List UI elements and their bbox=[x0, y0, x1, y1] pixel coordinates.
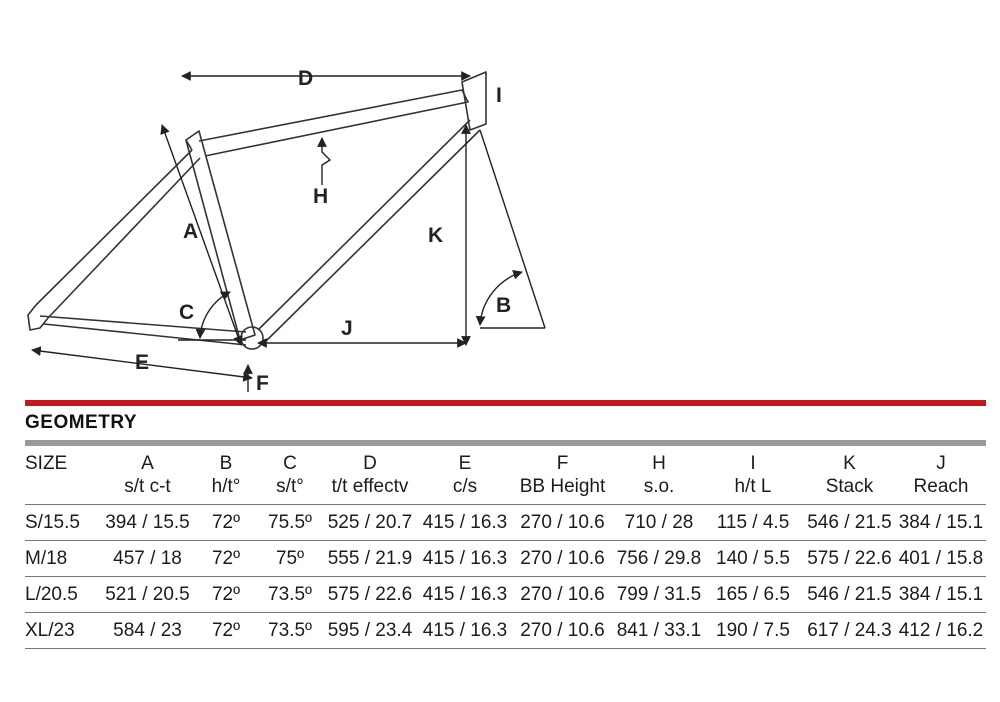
label-i: I bbox=[496, 84, 502, 107]
table-cell: 555 / 21.9 bbox=[320, 540, 420, 577]
table-cell: 270 / 10.6 bbox=[510, 576, 615, 613]
label-a: A bbox=[183, 220, 198, 243]
table-cell: 165 / 6.5 bbox=[703, 576, 803, 613]
size-cell: M/18 bbox=[25, 540, 103, 577]
table-cell: 270 / 10.6 bbox=[510, 612, 615, 649]
table-cell: 841 / 33.1 bbox=[615, 612, 703, 649]
table-cell: 75.5º bbox=[260, 504, 320, 541]
table-cell: 384 / 15.1 bbox=[896, 576, 986, 613]
column-header-size: SIZE bbox=[25, 453, 68, 474]
column-header: J Reach bbox=[913, 453, 969, 497]
table-cell: 401 / 15.8 bbox=[896, 540, 986, 577]
label-d: D bbox=[298, 67, 313, 90]
label-b: B bbox=[496, 294, 511, 317]
table-row: M/18 457 / 18 72º 75º 555 / 21.9 415 / 1… bbox=[25, 540, 986, 577]
column-header: K Stack bbox=[825, 453, 874, 497]
table-cell: 595 / 23.4 bbox=[320, 612, 420, 649]
size-cell: S/15.5 bbox=[25, 504, 103, 541]
table-cell: 617 / 24.3 bbox=[803, 612, 896, 649]
table-cell: 270 / 10.6 bbox=[510, 504, 615, 541]
label-f: F bbox=[256, 372, 269, 395]
table-cell: 412 / 16.2 bbox=[896, 612, 986, 649]
size-cell: L/20.5 bbox=[25, 576, 103, 613]
table-cell: 546 / 21.5 bbox=[803, 504, 896, 541]
table-cell: 72º bbox=[192, 540, 260, 577]
table-row: XL/23 584 / 23 72º 73.5º 595 / 23.4 415 … bbox=[25, 612, 986, 649]
table-cell: 575 / 22.6 bbox=[320, 576, 420, 613]
label-e: E bbox=[135, 351, 149, 374]
label-c: C bbox=[179, 301, 194, 324]
table-cell: 75º bbox=[260, 540, 320, 577]
table-cell: 525 / 20.7 bbox=[320, 504, 420, 541]
table-cell: 384 / 15.1 bbox=[896, 504, 986, 541]
table-cell: 575 / 22.6 bbox=[803, 540, 896, 577]
table-cell: 140 / 5.5 bbox=[703, 540, 803, 577]
table-cell: 415 / 16.3 bbox=[420, 576, 510, 613]
column-header: F BB Height bbox=[519, 453, 606, 497]
table-cell: 756 / 29.8 bbox=[615, 540, 703, 577]
section-title: GEOMETRY bbox=[25, 412, 138, 433]
label-j: J bbox=[341, 317, 353, 340]
table-cell: 415 / 16.3 bbox=[420, 540, 510, 577]
frame-geometry-diagram: D I H A K B C J E F bbox=[27, 67, 546, 395]
table-cell: 394 / 15.5 bbox=[103, 504, 192, 541]
table-cell: 415 / 16.3 bbox=[420, 504, 510, 541]
table-cell: 72º bbox=[192, 576, 260, 613]
gray-divider bbox=[25, 440, 986, 446]
table-cell: 584 / 23 bbox=[103, 612, 192, 649]
table-cell: 190 / 7.5 bbox=[703, 612, 803, 649]
label-k: K bbox=[428, 224, 443, 247]
table-cell: 73.5º bbox=[260, 612, 320, 649]
table-row: L/20.5 521 / 20.5 72º 73.5º 575 / 22.6 4… bbox=[25, 576, 986, 613]
size-cell: XL/23 bbox=[25, 612, 103, 649]
table-cell: 457 / 18 bbox=[103, 540, 192, 577]
label-h: H bbox=[313, 185, 328, 208]
table-cell: 710 / 28 bbox=[615, 504, 703, 541]
table-row: S/15.5 394 / 15.5 72º 75.5º 525 / 20.7 4… bbox=[25, 504, 986, 541]
table-cell: 73.5º bbox=[260, 576, 320, 613]
table-cell: 415 / 16.3 bbox=[420, 612, 510, 649]
bike-frame-outline bbox=[27, 71, 487, 350]
table-cell: 799 / 31.5 bbox=[615, 576, 703, 613]
table-cell: 270 / 10.6 bbox=[510, 540, 615, 577]
table-cell: 521 / 20.5 bbox=[103, 576, 192, 613]
table-cell: 546 / 21.5 bbox=[803, 576, 896, 613]
dimension-lines bbox=[31, 71, 546, 392]
red-divider bbox=[25, 400, 986, 406]
table-cell: 72º bbox=[192, 504, 260, 541]
table-cell: 115 / 4.5 bbox=[703, 504, 803, 541]
table-cell: 72º bbox=[192, 612, 260, 649]
